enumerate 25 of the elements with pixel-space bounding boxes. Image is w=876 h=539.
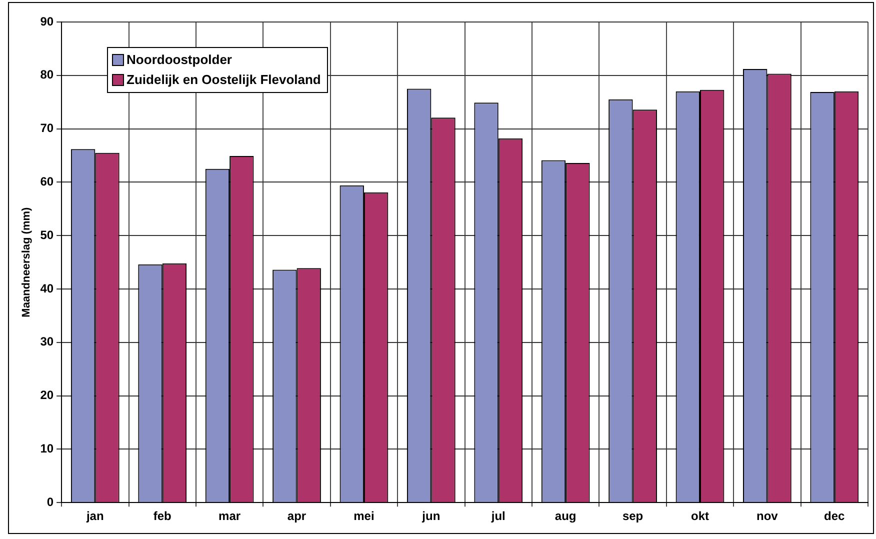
legend-label: Zuidelijk en Oostelijk Flevoland	[126, 71, 321, 89]
y-tick-label: 50	[40, 228, 54, 242]
y-axis-title: Maandneerslag (mm)	[20, 206, 33, 318]
x-tick-label: jul	[490, 509, 506, 524]
x-tick-label: sep	[622, 509, 644, 524]
y-tick-label: 10	[40, 442, 54, 456]
x-tick-label: mar	[218, 509, 241, 524]
legend-label: Noordoostpolder	[126, 51, 232, 69]
y-tick-label: 80	[40, 68, 54, 82]
y-tick-label: 30	[40, 334, 54, 349]
y-tick-label: 90	[40, 14, 54, 28]
x-tick-label: nov	[756, 509, 778, 524]
x-tick-label: apr	[287, 509, 306, 524]
y-tick-label: 40	[40, 281, 54, 296]
x-tick-label: jan	[85, 509, 104, 524]
x-tick-label: feb	[153, 509, 172, 524]
x-tick-label: jun	[421, 509, 440, 524]
x-tick-label: okt	[690, 509, 709, 524]
x-tick-label: aug	[554, 509, 576, 524]
y-tick-label: 70	[40, 121, 54, 136]
y-tick-label: 0	[46, 494, 54, 509]
y-tick-label: 20	[40, 388, 54, 402]
x-tick-label: mei	[354, 509, 374, 524]
x-tick-label: dec	[824, 509, 846, 524]
y-tick-label: 60	[40, 174, 54, 189]
